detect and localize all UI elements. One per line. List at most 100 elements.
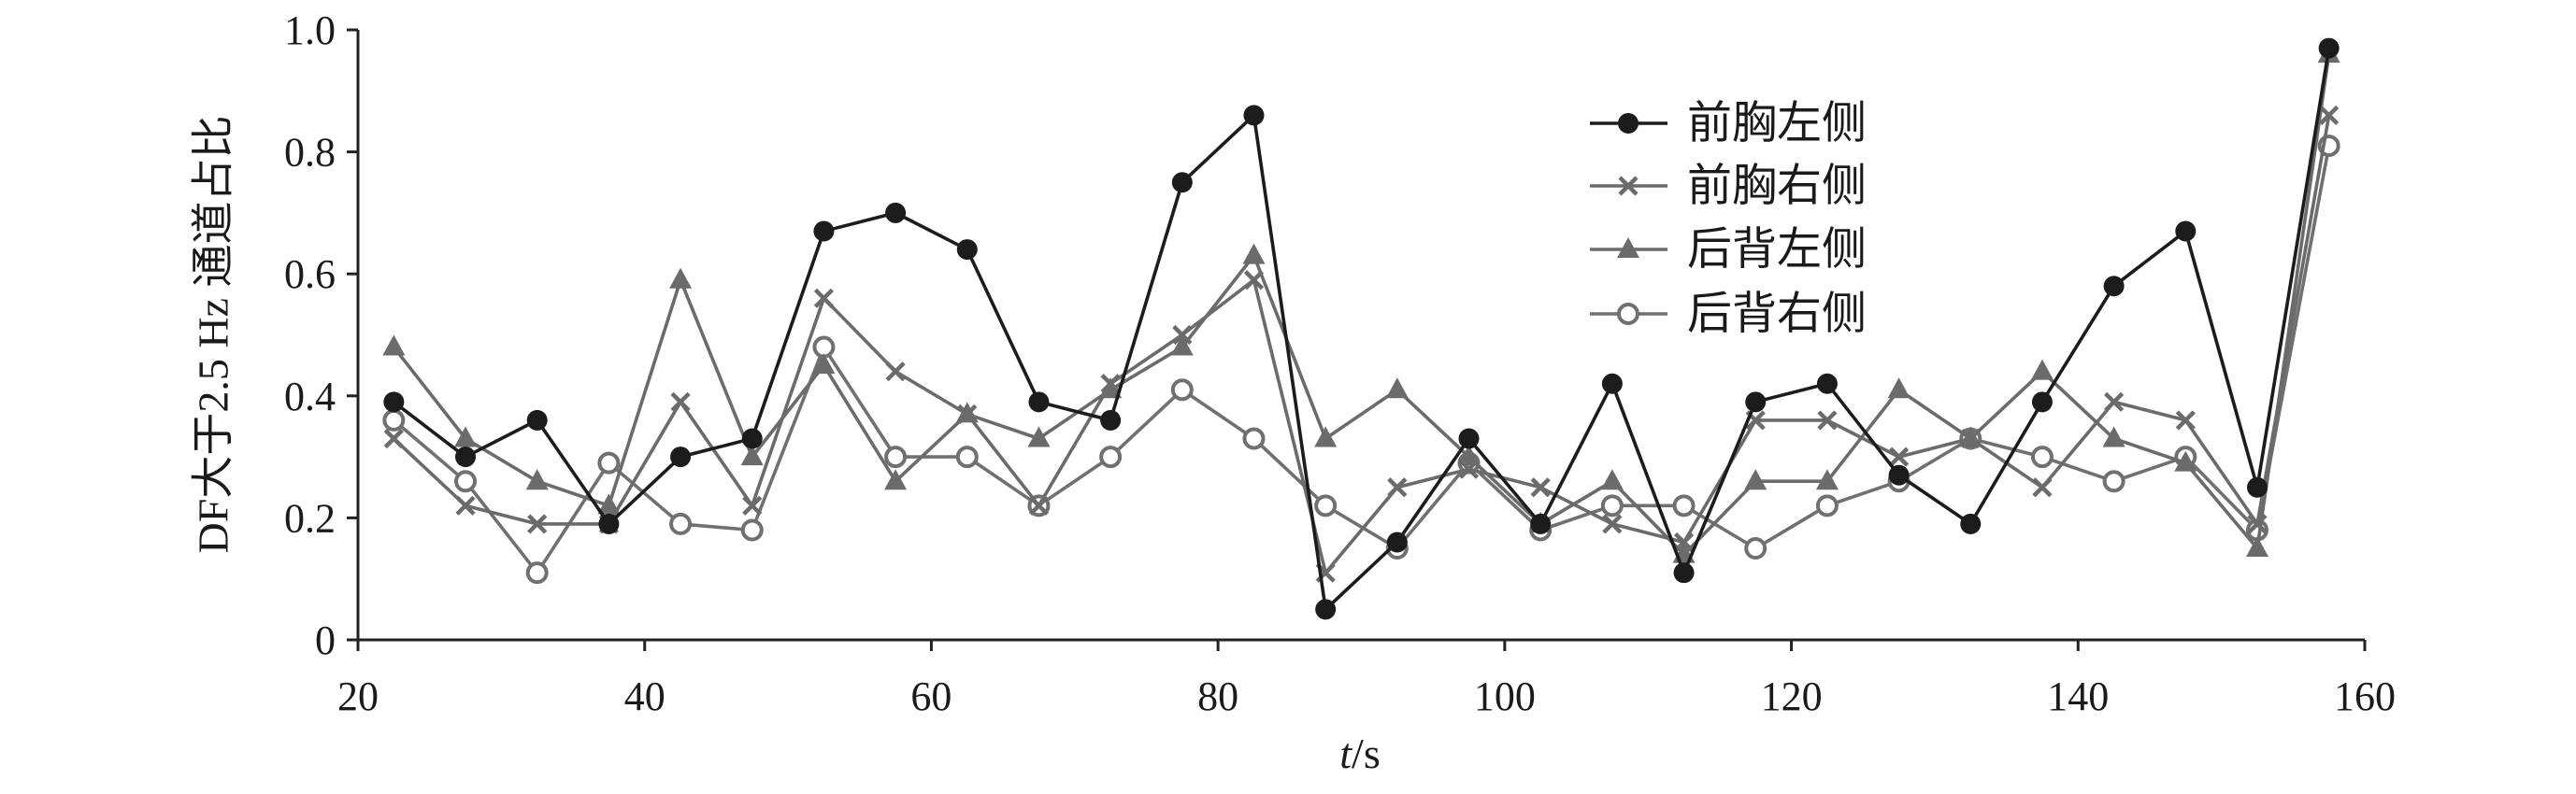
- series-2-point: [2104, 391, 2125, 412]
- series-2-point: [813, 288, 835, 308]
- series-4-point: [1314, 494, 1338, 518]
- series-1-point: [1171, 172, 1193, 193]
- series-layer: [382, 37, 2340, 620]
- series-2-point: [455, 495, 476, 516]
- series-4-point: [1170, 378, 1194, 402]
- series-3-point: [2174, 450, 2197, 472]
- y-tick-label: 0: [315, 617, 336, 663]
- series-1-point: [455, 447, 477, 468]
- y-tick-label: 0.4: [284, 374, 336, 419]
- series-1-point: [1960, 513, 1982, 534]
- series-4-point: [1242, 427, 1266, 450]
- series-2-point: [1028, 495, 1050, 516]
- legend-label-4: 后背右侧: [1687, 290, 1867, 339]
- x-tick-label: 80: [1197, 673, 1238, 719]
- series-2-point: [527, 514, 548, 534]
- series-1-point: [956, 239, 978, 261]
- series-4-point: [2102, 470, 2125, 493]
- series-3-point: [1815, 469, 1839, 490]
- series-3-point: [2030, 359, 2054, 380]
- series-1-point: [741, 428, 763, 449]
- series-2-point: [1817, 410, 1838, 431]
- y-tick-labels: 0 0.2 0.4 0.6 0.8 1.0: [284, 7, 336, 663]
- x-tick-labels: 20 40 60 80 100 120 140 160: [337, 673, 2396, 719]
- series-2-point: [1888, 447, 1910, 467]
- series-1-point: [670, 447, 692, 468]
- series-4-point: [740, 518, 764, 542]
- x-axis-label-variable: t: [1339, 730, 1352, 777]
- series-3-point: [1457, 445, 1481, 466]
- series-1-point: [1028, 391, 1050, 413]
- series-3-point: [1385, 377, 1409, 399]
- series-3-point: [1744, 469, 1767, 490]
- series-2-point: [885, 362, 906, 382]
- x-axis-label: t/s: [1339, 730, 1380, 777]
- y-tick-label: 1.0: [284, 7, 336, 53]
- series-1-point: [2103, 276, 2125, 297]
- x-tick-label: 160: [2334, 673, 2396, 719]
- series-1-point: [1100, 409, 1122, 431]
- series-3-point: [2102, 426, 2125, 447]
- series-2: [383, 105, 2340, 583]
- series-3: [382, 42, 2340, 563]
- series-2-point: [1100, 374, 1121, 394]
- series-2-point: [742, 495, 763, 516]
- series-2-point: [2175, 410, 2196, 431]
- series-3-point: [525, 469, 549, 490]
- x-tick-label: 60: [910, 673, 952, 719]
- series-1-point: [2031, 391, 2053, 413]
- series-1-line: [393, 48, 2331, 612]
- legend-entry-4: 后背右侧: [1590, 290, 1867, 339]
- y-tick-label: 0.2: [284, 495, 336, 541]
- plot-axes: [356, 30, 2365, 642]
- series-4-point: [1099, 446, 1123, 469]
- series-3-point: [884, 469, 908, 490]
- series-2-point: [1387, 477, 1408, 498]
- series-3-point: [740, 445, 764, 466]
- series-1-point: [1745, 391, 1767, 413]
- series-4-line: [393, 145, 2331, 575]
- series-1-point: [885, 202, 907, 223]
- series-2-point: [2319, 105, 2340, 126]
- series-3-point: [382, 334, 406, 356]
- x-tick-label: 40: [624, 673, 665, 719]
- x-tick-label: 20: [337, 673, 379, 719]
- series-2-point: [2032, 477, 2053, 498]
- series-3-line: [392, 53, 2331, 557]
- series-2-point: [383, 428, 404, 449]
- series-1-point: [1458, 428, 1480, 449]
- series-2-point: [957, 404, 978, 424]
- series-4-point: [955, 446, 979, 469]
- series-1-point: [1530, 513, 1552, 534]
- legend-entry-2: 前胸右侧: [1590, 162, 1867, 211]
- series-1-point: [1888, 464, 1910, 486]
- series-3-point: [1027, 426, 1051, 447]
- series-4-point: [1600, 494, 1624, 518]
- series-4-point: [669, 512, 693, 535]
- series-1-point: [1315, 599, 1337, 620]
- series-4-point: [1672, 494, 1696, 518]
- series-3-point: [1887, 377, 1911, 399]
- legend-marker-1: [1618, 113, 1639, 134]
- legend-entry-1: 前胸左侧: [1590, 99, 1867, 149]
- x-tick-label: 100: [1474, 673, 1536, 719]
- series-3-point: [669, 267, 693, 289]
- series-1-point: [598, 513, 620, 534]
- series-4-point: [1815, 494, 1839, 518]
- series-3-point: [597, 493, 621, 515]
- series-3-point: [1600, 469, 1624, 490]
- y-tick-label: 0.8: [284, 130, 336, 176]
- series-3-point: [2245, 536, 2268, 558]
- series-4-point: [382, 408, 406, 432]
- x-tick-label: 140: [2047, 673, 2109, 719]
- legend-entry-3: 后背左侧: [1590, 225, 1867, 275]
- series-1-point: [1386, 532, 1408, 553]
- series-1-point: [2175, 220, 2197, 242]
- legend-marker-4: [1617, 303, 1639, 325]
- tick-marks: [347, 28, 2367, 651]
- series-2-point: [1673, 532, 1695, 553]
- series-3-point: [1242, 243, 1266, 264]
- series-2-point: [1243, 270, 1265, 291]
